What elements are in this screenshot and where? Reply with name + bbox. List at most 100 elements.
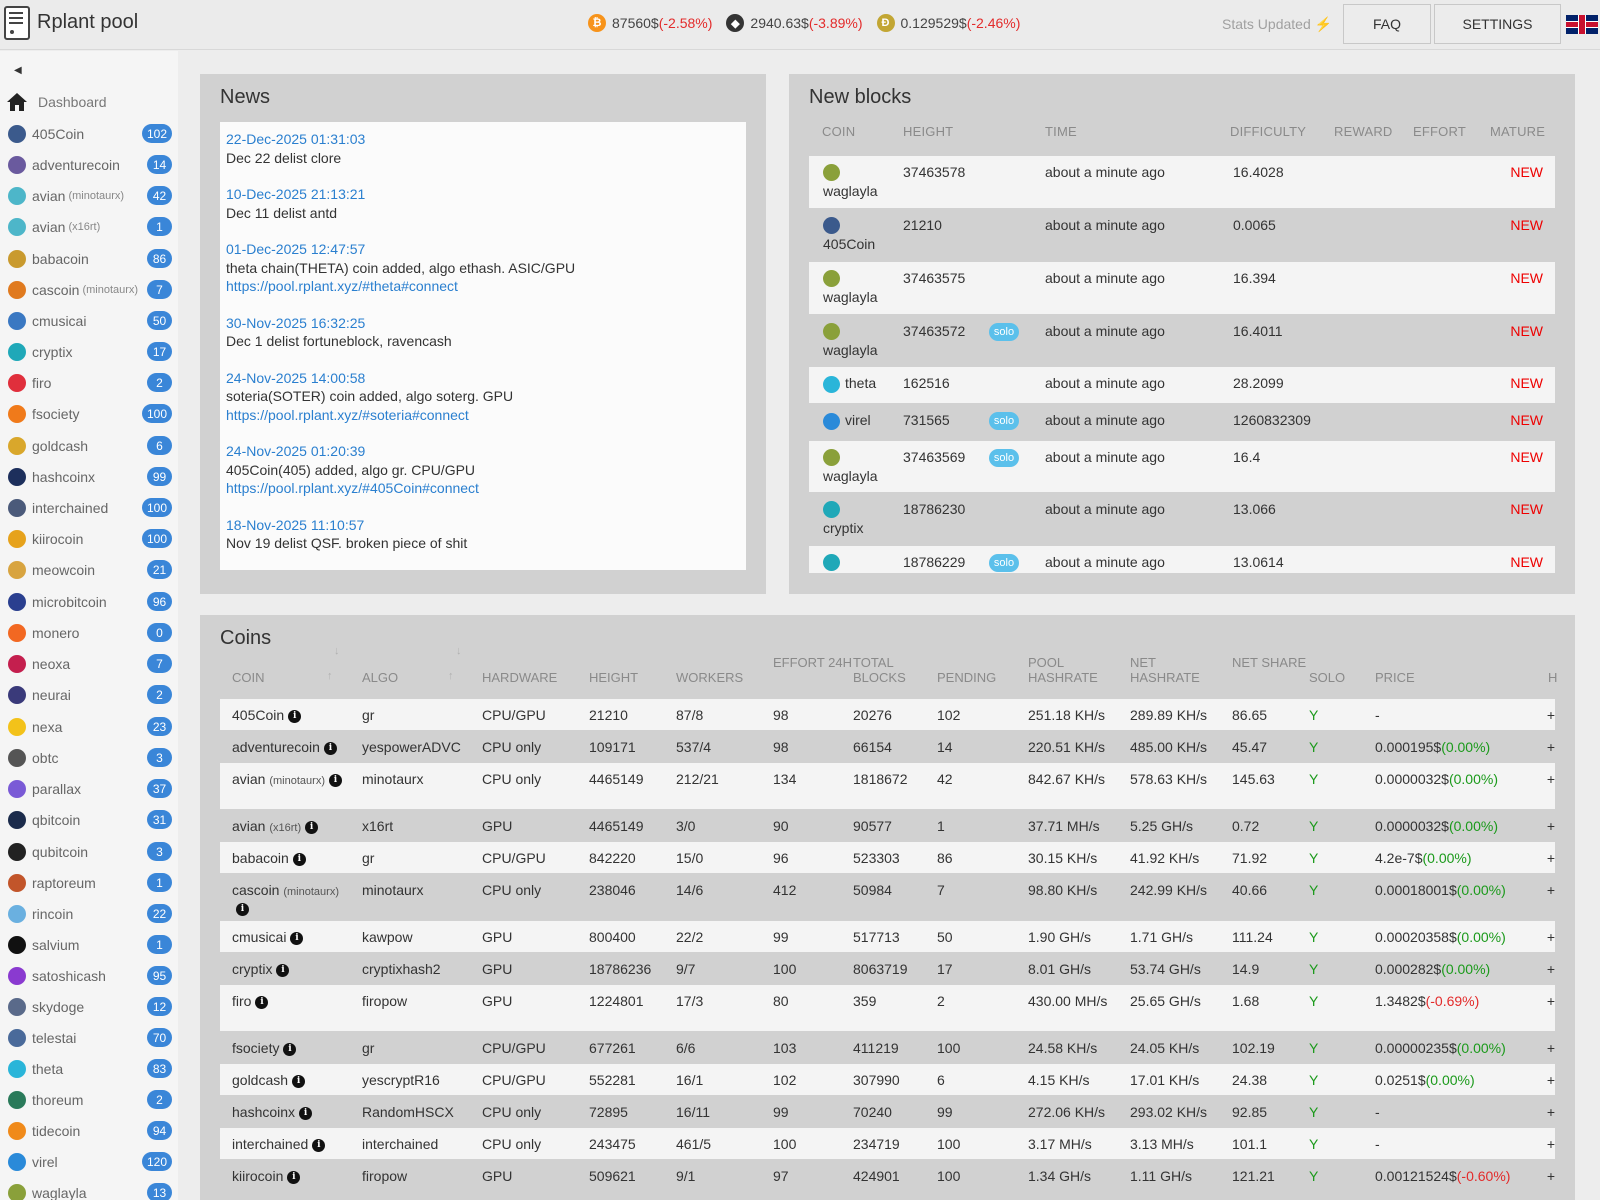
info-icon[interactable]: i [290,931,304,945]
blocks-header-time[interactable]: TIME [1045,124,1077,139]
info-icon[interactable]: i [236,902,249,916]
info-icon[interactable]: i [292,1074,306,1088]
expand-row-icon[interactable]: + [1546,1104,1555,1120]
coin-row[interactable]: cascoin (minotaurx) i minotaurx CPU only 238… [220,874,1555,920]
coins-header-net-share[interactable]: NET SHARE [1232,655,1307,670]
coin-row[interactable]: goldcash i yescryptR16 CPU/GPU 552281 16/1 102… [220,1064,1555,1095]
coins-header-coin[interactable]: COIN [232,670,265,685]
info-icon[interactable]: i [323,741,337,755]
sidebar-item-rincoin[interactable]: rincoin 22 [0,898,178,929]
blocks-header-difficulty[interactable]: DIFFICULTY [1230,124,1307,139]
block-row[interactable]: waglayla 37463575 about a minute ago 16.394… [809,262,1555,314]
info-icon[interactable]: i [328,773,342,787]
info-icon[interactable]: i [283,1042,297,1056]
expand-row-icon[interactable]: + [1546,1136,1555,1152]
block-row[interactable]: cryptix 18786230 about a minute ago 13.066 N… [809,493,1555,545]
blocks-table-body[interactable]: waglayla 37463578 about a minute ago 16.402… [809,156,1555,573]
sidebar-item-hashcoinx[interactable]: hashcoinx 99 [0,461,178,492]
coin-row[interactable]: cryptix i cryptixhash2 GPU 18786236 9/7 100 806… [220,953,1555,984]
news-link[interactable]: https://pool.rplant.xyz/#soteria#connect [226,406,469,423]
sidebar-item-cmusicai[interactable]: cmusicai 50 [0,305,178,336]
sidebar-item-nexa[interactable]: nexa 23 [0,711,178,742]
coins-header-height[interactable]: HEIGHT [589,670,639,685]
blocks-header-effort[interactable]: EFFORT [1413,124,1466,139]
block-row[interactable]: virel 731565 solo about a minute ago 1260832… [809,404,1555,440]
sort-asc-icon[interactable]: ↑ [327,670,333,682]
sidebar-item-kiirocoin[interactable]: kiirocoin 100 [0,523,178,554]
coin-row[interactable]: 405Coin i gr CPU/GPU 21210 87/8 98 20276 102 251.… [220,699,1555,730]
sidebar-item-neurai[interactable]: neurai 2 [0,679,178,710]
info-icon[interactable]: i [288,709,302,723]
coin-row[interactable]: cmusicai i kawpow GPU 800400 22/2 99 517713 50 1.… [220,921,1555,952]
coin-row[interactable]: hashcoinx i RandomHSCX CPU only 72895 16/11 99… [220,1096,1555,1127]
expand-row-icon[interactable]: + [1546,961,1555,977]
expand-row-icon[interactable]: + [1546,1040,1555,1056]
news-link[interactable]: https://pool.rplant.xyz/#405Coin#connect [226,480,479,496]
coins-table-body[interactable]: 405Coin i gr CPU/GPU 21210 87/8 98 20276 102 251.… [220,699,1555,1199]
sidebar-item-avian[interactable]: avian (x16rt) 1 [0,211,178,242]
info-icon[interactable]: i [312,1138,326,1152]
expand-row-icon[interactable]: + [1546,771,1555,787]
block-row[interactable]: waglayla 37463569 solo about a minute ago 16… [809,441,1555,492]
sidebar-item-telestai[interactable]: telestai 70 [0,1022,178,1053]
sidebar-item-goldcash[interactable]: goldcash 6 [0,430,178,461]
coins-header-solo[interactable]: SOLO [1309,670,1346,685]
blocks-header-coin[interactable]: COIN [822,124,856,139]
sidebar-item-obtc[interactable]: obtc 3 [0,742,178,773]
sidebar-item-avian[interactable]: avian (minotaurx) 42 [0,180,178,211]
expand-row-icon[interactable]: + [1546,850,1555,866]
block-row[interactable]: 405Coin 21210 about a minute ago 0.0065 NEW [809,209,1555,261]
sidebar-item-qbitcoin[interactable]: qbitcoin 31 [0,804,178,835]
sidebar-item-raptoreum[interactable]: raptoreum 1 [0,867,178,898]
coin-row[interactable]: avian (x16rt) i x16rt GPU 4465149 3/0 90 90577 1… [220,810,1555,841]
sort-asc-icon[interactable]: ↑ [448,670,454,682]
sidebar-item-babacoin[interactable]: babacoin 86 [0,243,178,274]
sidebar-item-adventurecoin[interactable]: adventurecoin 14 [0,149,178,180]
sidebar-item-monero[interactable]: monero 0 [0,617,178,648]
block-row[interactable]: waglayla 37463572 solo about a minute ago 16… [809,315,1555,366]
expand-row-icon[interactable]: + [1546,1072,1555,1088]
sidebar-item-theta[interactable]: theta 83 [0,1053,178,1084]
coins-header-effort-24h[interactable]: EFFORT 24H [773,655,852,670]
sidebar-item-interchained[interactable]: interchained 100 [0,492,178,523]
coins-header-net-hashrate[interactable]: NET HASHRATE [1130,655,1200,685]
info-icon[interactable]: i [255,995,269,1009]
coins-header-total-blocks[interactable]: TOTAL BLOCKS [853,655,906,685]
info-icon[interactable]: i [292,852,306,866]
sidebar-item-thoreum[interactable]: thoreum 2 [0,1084,178,1115]
coin-row[interactable]: avian (minotaurx) i minotaurx CPU only 44651… [220,763,1555,809]
coins-header-pool-hashrate[interactable]: POOL HASHRATE [1028,655,1098,685]
coins-header-workers[interactable]: WORKERS [676,670,744,685]
info-icon[interactable]: i [276,963,290,977]
expand-row-icon[interactable]: + [1546,707,1555,723]
sidebar-item-skydoge[interactable]: skydoge 12 [0,991,178,1022]
sort-desc-icon[interactable]: ↓ [334,645,340,657]
sidebar-item-qubitcoin[interactable]: qubitcoin 3 [0,836,178,867]
expand-row-icon[interactable]: + [1546,882,1555,898]
sidebar-item-cryptix[interactable]: cryptix 17 [0,336,178,367]
blocks-header-mature[interactable]: MATURE [1490,124,1546,139]
sidebar-item-microbitcoin[interactable]: microbitcoin 96 [0,586,178,617]
news-list[interactable]: 22-Dec-2025 01:31:03 Dec 22 delist clore 1… [220,122,746,570]
coin-row[interactable]: firo i firopow GPU 1224801 17/3 80 359 2 430.00 M… [220,985,1555,1031]
sidebar-item-tidecoin[interactable]: tidecoin 94 [0,1115,178,1146]
sidebar-item-meowcoin[interactable]: meowcoin 21 [0,554,178,585]
coins-header-price[interactable]: PRICE [1375,670,1415,685]
coins-header-hardware[interactable]: HARDWARE [482,670,558,685]
block-row[interactable]: theta 162516 about a minute ago 28.2099 NEW [809,367,1555,403]
pool-logo-icon[interactable] [4,6,30,40]
collapse-sidebar-icon[interactable]: ◀ [14,65,22,76]
blocks-header-height[interactable]: HEIGHT [903,124,954,139]
coins-header-pending[interactable]: PENDING [937,670,997,685]
info-icon[interactable]: i [299,1106,313,1120]
info-icon[interactable]: i [305,820,319,834]
sidebar-item-neoxa[interactable]: neoxa 7 [0,648,178,679]
coin-row[interactable]: interchained i interchained CPU only 243475 4… [220,1128,1555,1159]
settings-button[interactable]: SETTINGS [1434,4,1561,44]
expand-row-icon[interactable]: + [1546,1168,1555,1184]
expand-row-icon[interactable]: + [1546,929,1555,945]
coins-header-h[interactable]: H [1548,670,1558,685]
app-title[interactable]: Rplant pool [37,11,139,33]
sidebar-item-waglayla[interactable]: waglayla 13 [0,1177,178,1200]
expand-row-icon[interactable]: + [1546,739,1555,755]
